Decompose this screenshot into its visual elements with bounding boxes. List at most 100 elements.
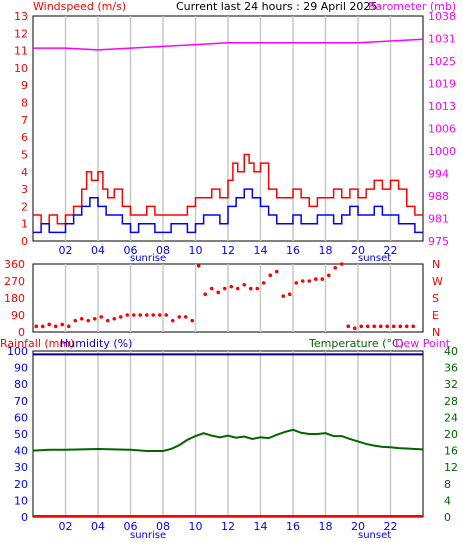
direction-point <box>196 264 201 268</box>
y-tick-label: 5 <box>21 148 28 161</box>
direction-tick-label: 0 <box>18 326 25 339</box>
direction-point <box>47 322 52 327</box>
x-tick-label: 12 <box>221 244 235 257</box>
temperature-legend: Temperature (°C) <box>308 337 404 350</box>
direction-point <box>92 316 97 321</box>
direction-point <box>99 315 104 319</box>
y-tick-label: 9 <box>21 79 28 92</box>
y2-tick-label: 981 <box>428 213 449 226</box>
temperature-tick-label: 20 <box>444 428 458 441</box>
temperature-series <box>32 428 424 453</box>
x-tick-label: 12 <box>221 520 235 533</box>
direction-point <box>105 318 110 323</box>
x-tick-label: 22 <box>384 244 398 257</box>
x-tick-label: 04 <box>91 244 105 257</box>
compass-tick-label: N <box>432 326 440 339</box>
humidity-tick-label: 100 <box>7 345 28 358</box>
center-title: Current last 24 hours : 29 April 2025 <box>176 0 377 13</box>
direction-point <box>112 316 117 321</box>
y-tick-label: 1 <box>21 218 28 231</box>
humidity-tick-label: 40 <box>14 445 28 458</box>
humidity-tick-label: 70 <box>14 395 28 408</box>
y-tick-label: 3 <box>21 183 28 196</box>
y-tick-label: 4 <box>21 166 28 179</box>
direction-point <box>170 318 175 323</box>
dewpoint-legend: Dew Point <box>395 337 451 350</box>
sunset-label-1: sunset <box>358 253 391 264</box>
direction-point <box>125 313 130 317</box>
y-tick-label: 2 <box>21 200 28 213</box>
x-tick-label: 18 <box>319 520 333 533</box>
direction-point <box>229 284 234 289</box>
direction-point <box>281 294 286 298</box>
direction-point <box>378 324 383 329</box>
humidity-tick-label: 90 <box>14 362 28 375</box>
direction-point <box>287 292 292 297</box>
humidity-tick-label: 60 <box>14 411 28 424</box>
direction-point <box>53 324 58 329</box>
direction-point <box>339 262 344 266</box>
humidity-tick-label: 0 <box>21 511 28 524</box>
compass-tick-label: S <box>432 292 439 305</box>
temperature-tick-label: 4 <box>444 494 451 507</box>
x-tick-label: 16 <box>286 244 300 257</box>
x-tick-label: 02 <box>59 520 73 533</box>
direction-point <box>144 313 149 317</box>
y-tick-label: 8 <box>21 97 28 110</box>
y2-tick-label: 1006 <box>428 123 456 136</box>
direction-point <box>151 313 156 317</box>
temperature-tick-label: 32 <box>444 378 458 391</box>
direction-tick-label: 180 <box>4 292 25 305</box>
direction-point <box>365 324 370 329</box>
x-tick-label: 10 <box>189 520 203 533</box>
y2-tick-label: 1031 <box>428 33 456 46</box>
gust-series <box>33 188 423 234</box>
direction-point <box>313 277 318 281</box>
direction-point <box>300 279 305 283</box>
direction-point <box>255 286 260 291</box>
sunrise-label-2: sunrise <box>130 530 166 541</box>
y-tick-label: 7 <box>21 114 28 127</box>
x-tick-label: 02 <box>59 244 73 257</box>
y2-tick-label: 1000 <box>428 145 456 158</box>
direction-point <box>60 322 65 327</box>
x-tick-label: 14 <box>254 520 268 533</box>
direction-tick-label: 360 <box>4 258 25 271</box>
compass-tick-label: E <box>432 309 439 322</box>
x-tick-label: 20 <box>351 520 365 533</box>
direction-point <box>177 315 182 319</box>
direction-point <box>274 269 279 274</box>
direction-point <box>326 273 331 278</box>
direction-point <box>372 324 377 329</box>
humidity-tick-label: 10 <box>14 494 28 507</box>
direction-point <box>131 313 136 317</box>
direction-point <box>385 324 390 329</box>
humidity-tick-label: 50 <box>14 428 28 441</box>
y2-tick-label: 975 <box>428 235 449 248</box>
x-tick-label: 20 <box>351 244 365 257</box>
temperature-tick-label: 28 <box>444 395 458 408</box>
direction-point <box>352 326 357 331</box>
direction-point <box>268 273 273 278</box>
direction-point <box>261 281 266 285</box>
direction-point <box>333 265 338 270</box>
y2-tick-label: 988 <box>428 190 449 203</box>
y-tick-label: 6 <box>21 131 28 144</box>
x-tick-label: 06 <box>124 520 138 533</box>
barometer-series <box>33 38 424 51</box>
direction-point <box>157 313 162 317</box>
direction-point <box>398 324 403 329</box>
direction-point <box>294 281 299 285</box>
direction-point <box>79 316 84 321</box>
direction-point <box>183 315 188 319</box>
direction-point <box>248 286 253 291</box>
direction-point <box>118 315 123 319</box>
direction-point <box>411 324 416 329</box>
direction-point <box>40 324 45 329</box>
rainfall-legend: Rainfall (mm) <box>0 337 74 350</box>
direction-point <box>242 282 247 287</box>
x-tick-label: 18 <box>319 244 333 257</box>
y2-tick-label: 1038 <box>428 10 456 23</box>
